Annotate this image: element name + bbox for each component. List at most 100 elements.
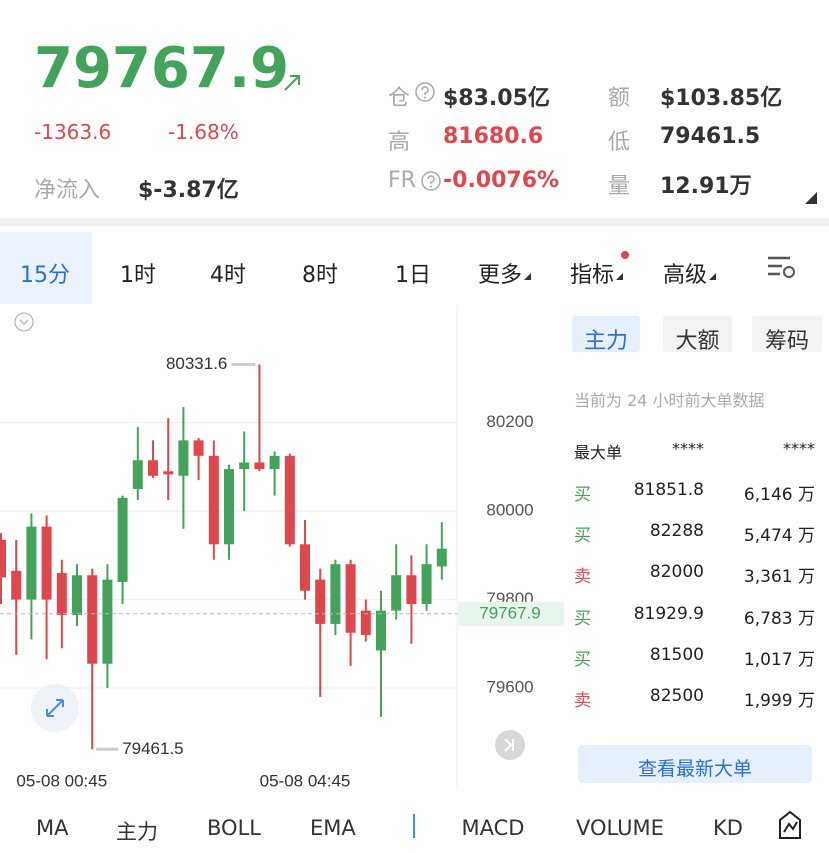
candle-body [345, 564, 356, 633]
more-button-label[interactable]: 查看最新大单 [638, 758, 753, 780]
candle-body [254, 462, 265, 470]
panel-head: **** [783, 439, 815, 458]
panel-head: **** [672, 439, 704, 458]
stat-value: 79461.5 [660, 124, 761, 149]
trade-price: 82000 [649, 562, 704, 583]
trade-side: 买 [574, 649, 591, 670]
stat-value: -0.0076% [443, 168, 560, 193]
dropdown-mark [616, 273, 623, 280]
candle-body [87, 575, 98, 664]
indicator-tab[interactable]: EMA [310, 816, 356, 840]
panel-tab[interactable]: 大额 [675, 329, 720, 354]
help-icon [427, 175, 435, 184]
stat-value: $83.05亿 [443, 86, 550, 111]
candle-body [56, 573, 67, 616]
more-button[interactable] [578, 745, 812, 783]
trend-arrow [284, 75, 300, 91]
trade-amount: 6,783 万 [743, 608, 815, 629]
timeframe-tab[interactable]: 4时 [210, 263, 246, 288]
stat-label: 仓 [388, 86, 411, 111]
indicator-tab[interactable]: 主力 [116, 820, 158, 844]
stat-value: 12.91万 [660, 174, 752, 199]
trade-price: 82288 [649, 521, 704, 542]
timeframe-tab[interactable]: 15分 [20, 263, 70, 288]
panel-tab[interactable]: 筹码 [765, 329, 810, 354]
indicator-tab[interactable]: MACD [461, 816, 525, 840]
panel-tab-bg [572, 316, 640, 352]
dropdown-mark [524, 273, 531, 280]
indicator-tab[interactable]: VOLUME [576, 816, 664, 840]
candle-body [117, 497, 128, 582]
x-tick-label: 05-08 00:45 [16, 771, 107, 790]
candle-body [72, 575, 82, 616]
help-icon [430, 185, 432, 188]
panel-tab[interactable]: 主力 [584, 329, 629, 354]
candle-body [330, 564, 341, 624]
change-pct: -1.68% [168, 120, 239, 144]
indicator-tab[interactable]: BOLL [207, 816, 261, 840]
trade-side: 卖 [574, 691, 591, 711]
trade-amount: 1,017 万 [743, 649, 815, 670]
active-tab-bg [0, 232, 92, 304]
timeframe-tab[interactable]: 更多 [478, 263, 523, 288]
candle-body [208, 455, 219, 545]
expand-icon [46, 699, 64, 717]
help-icon [424, 96, 426, 99]
timeframe-tab[interactable]: 1日 [395, 263, 431, 288]
candle-body [391, 575, 402, 611]
indicator-tab[interactable]: MA [36, 816, 69, 840]
stat-label: 量 [608, 174, 631, 199]
settings-icon[interactable] [768, 256, 790, 276]
trade-price: 81500 [649, 644, 704, 665]
collapse-icon [19, 319, 29, 325]
draw-icon[interactable] [779, 810, 801, 839]
panel-head: 最大单 [574, 443, 623, 462]
x-tick-label: 05-08 04:45 [260, 771, 351, 790]
candle-body [132, 460, 143, 489]
indicator-tab[interactable]: KD [713, 816, 743, 840]
trade-amount: 5,474 万 [743, 526, 815, 547]
panel-note: 当前为 24 小时前大单数据 [574, 391, 765, 410]
timeframe-tab[interactable]: 指标 [570, 263, 615, 288]
candle-body [193, 440, 204, 456]
last-price-tag [458, 601, 564, 626]
candle-body [102, 579, 113, 664]
y-tick-label: 80000 [486, 501, 533, 520]
timeframe-tab[interactable]: 高级 [663, 263, 708, 288]
max-label: 80331.6 [166, 354, 227, 373]
timeframe-tab[interactable]: 1时 [120, 263, 156, 288]
candle-body [41, 526, 52, 600]
trade-side: 买 [574, 608, 591, 629]
candle-body [284, 455, 295, 545]
y-tick-label: 80200 [486, 412, 533, 431]
trade-side: 卖 [574, 567, 591, 588]
help-icon [421, 86, 429, 95]
tab-bar [0, 232, 829, 304]
timeframe-tab[interactable]: 8时 [302, 263, 338, 288]
change: -1363.6 [34, 120, 112, 144]
candle-body [26, 526, 37, 600]
dropdown-mark [709, 273, 716, 280]
candle-body [406, 575, 417, 604]
candle-body [269, 455, 280, 470]
candle-body [163, 471, 174, 475]
net-inflow-label: 净流入 [34, 178, 101, 203]
stat-label: 低 [608, 130, 631, 155]
candle-body [436, 548, 447, 567]
candle-body [376, 610, 386, 651]
candle-body [360, 610, 371, 635]
scroll-end-icon [504, 738, 514, 752]
stat-label: 额 [608, 86, 631, 111]
trade-amount: 6,146 万 [743, 485, 815, 505]
stat-label: FR [388, 168, 416, 193]
stat-value: $103.85亿 [660, 86, 783, 111]
collapse-icon[interactable] [14, 312, 34, 332]
trade-price: 82500 [649, 686, 704, 706]
trade-price: 81929.9 [633, 603, 704, 624]
candle-body [421, 564, 432, 604]
badge-dot [621, 251, 629, 259]
stat-label: 高 [388, 130, 411, 155]
candle-body [300, 544, 310, 591]
